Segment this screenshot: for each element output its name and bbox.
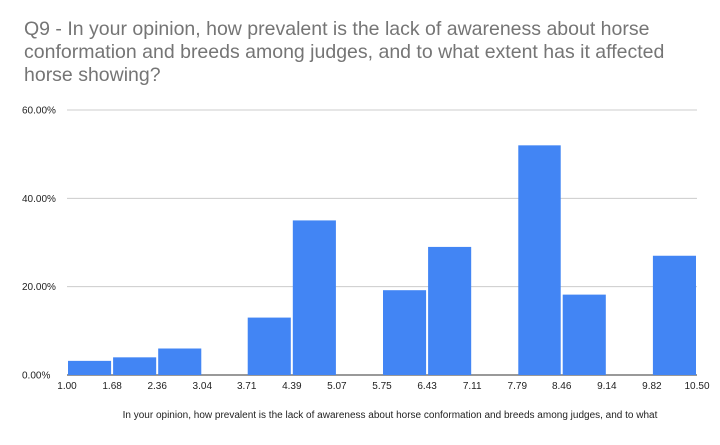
histogram-bar [518, 145, 561, 375]
x-tick-label: 4.39 [282, 381, 302, 392]
histogram-bar [113, 357, 157, 375]
x-tick-label: 7.79 [508, 381, 528, 392]
y-axis-ticks: 0.00% 20.00% 40.00% 60.00% [22, 106, 56, 382]
histogram-bar [562, 294, 606, 375]
bars [68, 145, 696, 375]
histogram-bar [158, 348, 202, 375]
x-axis-ticks: 1.00 1.68 2.36 3.04 3.71 4.39 5.07 5.75 6.43 7.11… [57, 381, 710, 392]
x-tick-label: 5.75 [372, 381, 392, 392]
x-tick-label: 3.04 [193, 381, 213, 392]
x-tick-label: 10.50 [684, 381, 709, 392]
y-tick-label: 40.00% [22, 194, 56, 205]
x-tick-label: 2.36 [147, 381, 167, 392]
x-tick-label: 6.43 [417, 381, 437, 392]
histogram-bar [247, 317, 291, 375]
x-tick-label: 8.46 [552, 381, 572, 392]
x-tick-label: 5.07 [327, 381, 347, 392]
histogram-bar [652, 255, 696, 375]
y-tick-label: 20.00% [22, 282, 56, 293]
histogram-bar [68, 360, 112, 375]
x-tick-label: 9.82 [642, 381, 662, 392]
x-tick-label: 1.68 [102, 381, 122, 392]
x-axis-label: In your opinion, how prevalent is the la… [123, 410, 658, 421]
x-tick-label: 1.00 [57, 381, 77, 392]
histogram-bar [428, 246, 472, 375]
y-tick-label: 0.00% [22, 371, 50, 382]
x-tick-label: 9.14 [597, 381, 617, 392]
x-tick-label: 7.11 [463, 381, 482, 392]
x-tick-label: 3.71 [237, 381, 257, 392]
chart-title: Q9 - In your opinion, how prevalent is t… [24, 18, 665, 86]
y-tick-label: 60.00% [22, 106, 56, 117]
histogram-bar [292, 220, 336, 375]
histogram-bar [383, 290, 427, 375]
